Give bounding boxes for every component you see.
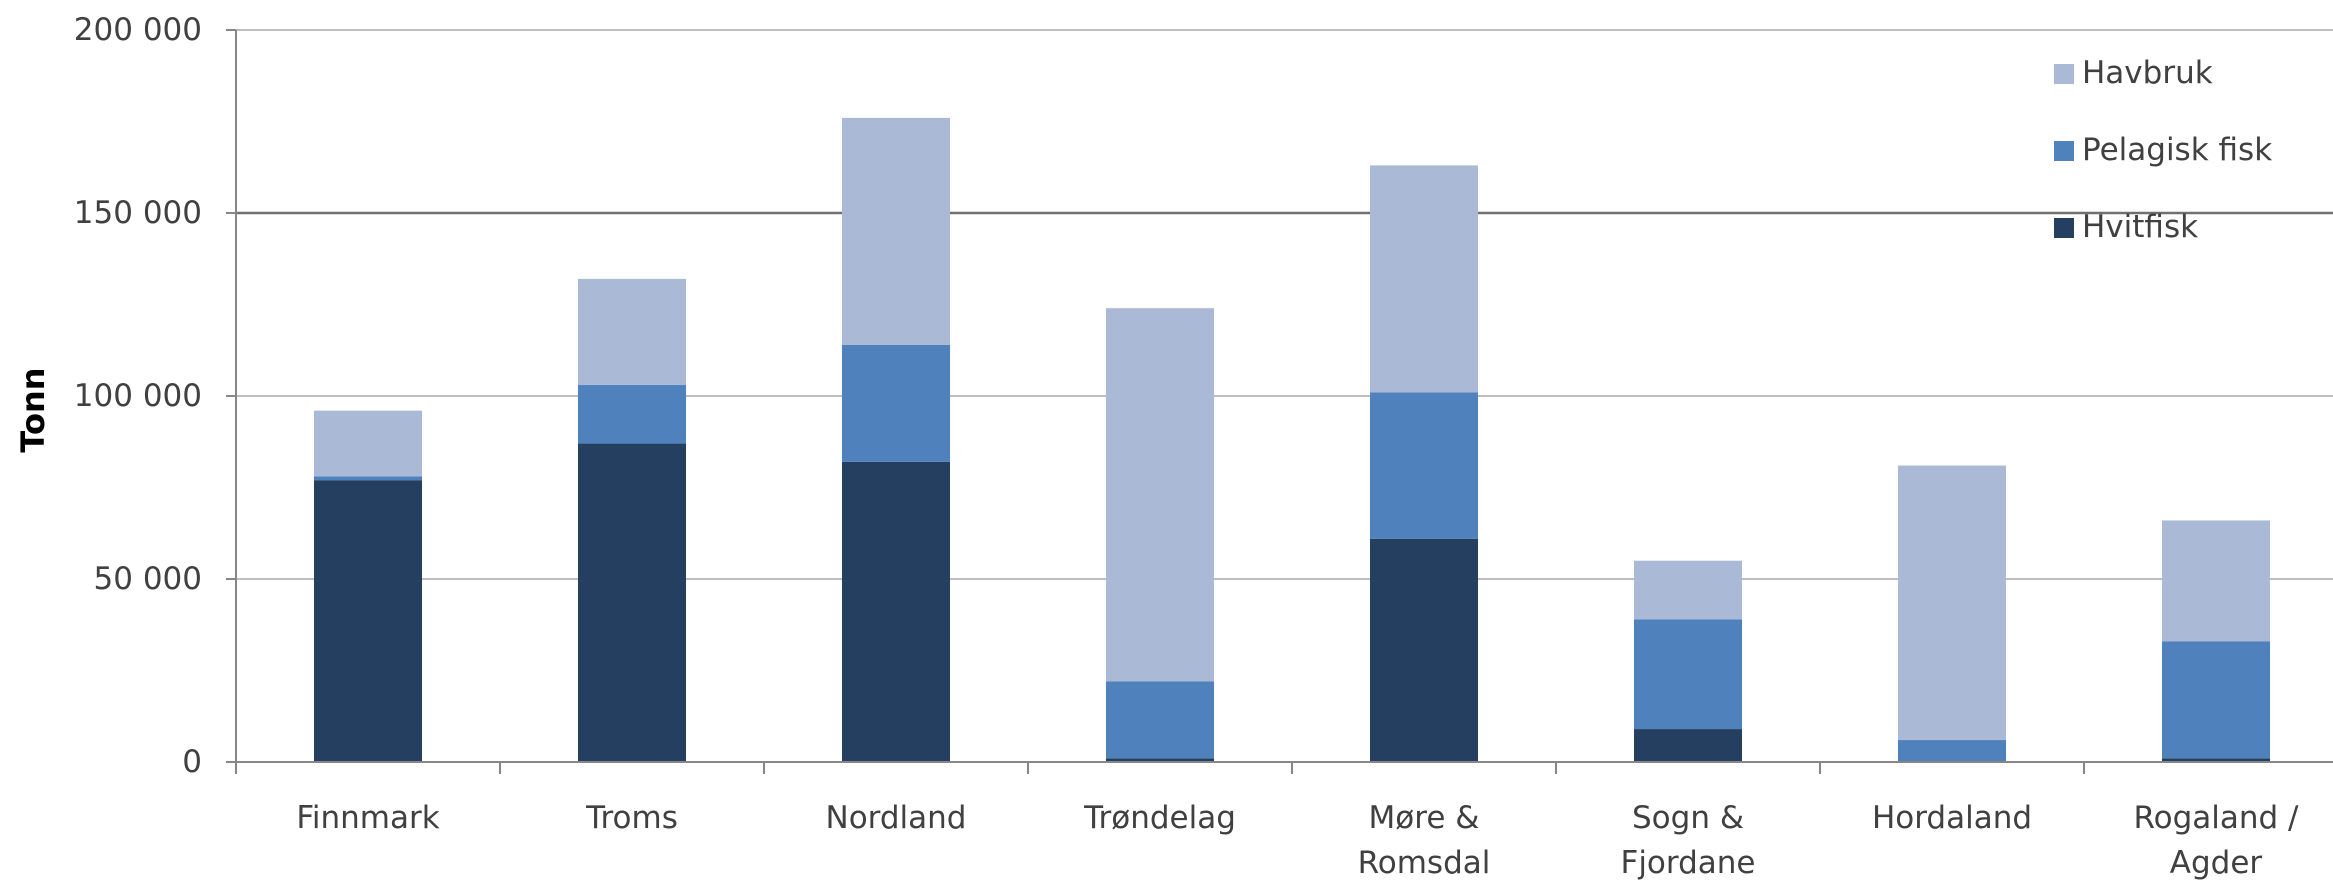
legend-swatch [2054,141,2074,161]
bar-segment [1370,165,1478,393]
legend-label: Havbruk [2082,55,2213,91]
x-tick-label: Nordland [826,800,967,836]
x-tick-label: Romsdal [1358,845,1491,881]
bar-segment [578,443,686,762]
x-tick-label: Hordaland [1872,800,2032,836]
legend-swatch [2054,64,2074,84]
bar-segment [842,117,950,345]
bar-segment [2162,758,2270,762]
y-tick-label: 50 000 [94,561,202,597]
legend: Havbruk Pelagisk fisk Hvitfisk [2054,55,2272,245]
y-tick-label: 0 [182,744,202,780]
x-tick-label: Trøndelag [1083,800,1236,836]
bar-segment [1370,538,1478,762]
bar-segment [314,476,422,481]
x-tick-label: Troms [585,800,678,836]
y-axis-label: Tonn [14,367,52,452]
bar-segment [578,385,686,444]
bar-segment [1634,729,1742,762]
bar-segment [578,278,686,386]
bar-segment [1106,308,1214,682]
x-tick-label: Møre & [1369,800,1480,836]
bar-segment [2162,641,2270,759]
x-tick-label: Fjordane [1620,845,1755,881]
y-tick-label: 100 000 [74,378,202,414]
y-tick-label: 150 000 [74,195,202,231]
legend-swatch [2054,218,2074,238]
legend-label: Pelagisk fisk [2082,132,2272,168]
y-tick-label: 200 000 [74,12,202,48]
bar-segment [1634,619,1742,730]
bars [314,117,2270,762]
x-tick-label: Rogaland / [2133,800,2299,836]
bar-segment [1106,681,1214,759]
bar-segment [314,480,422,762]
x-tick-label: Finnmark [296,800,439,836]
bar-segment [1898,740,2006,762]
bar-segment [314,410,422,477]
bar-segment [842,344,950,462]
bar-segment [1106,758,1214,762]
bar-segment [2162,520,2270,642]
bar-segment [842,461,950,762]
y-axis: 0 50 000 100 000 150 000 200 000 [74,12,237,780]
bar-segment [1898,465,2006,741]
x-tick-label: Agder [2170,845,2263,881]
x-axis: Finnmark Troms Nordland Trøndelag Møre & Roms… [235,761,2333,881]
bar-segment [1634,560,1742,620]
legend-label: Hvitfisk [2082,209,2198,245]
bar-segment [1370,392,1478,539]
x-tick-label: Sogn & [1632,800,1744,836]
gridlines [236,29,2333,580]
